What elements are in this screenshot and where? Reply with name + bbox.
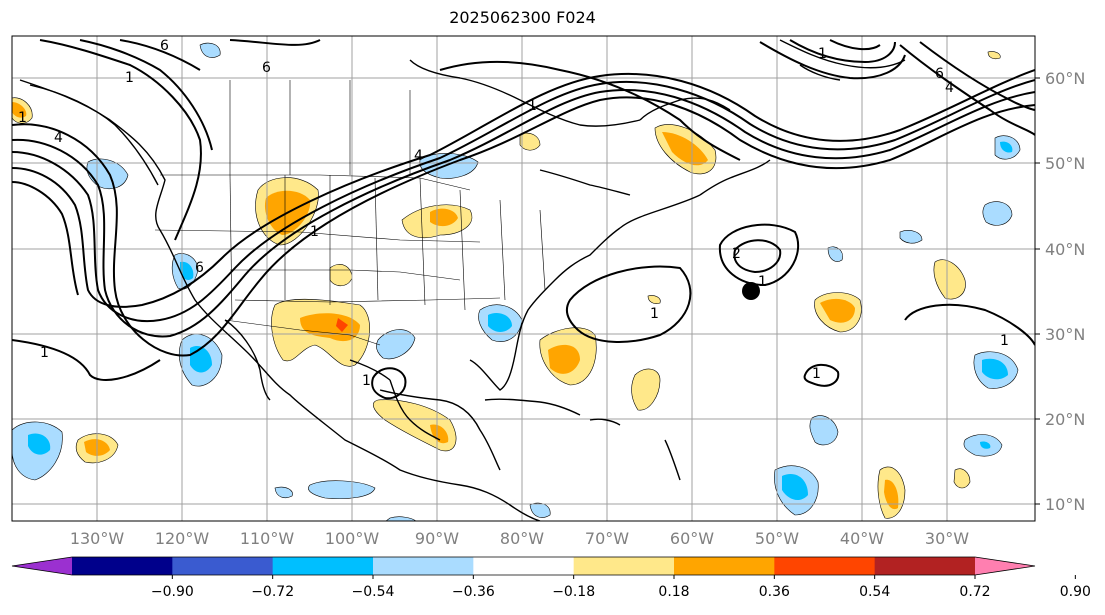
contour-label: 4 (945, 80, 954, 96)
map-frame (11, 35, 1036, 522)
contour-label: 1 (125, 70, 134, 86)
colorbar-tick-label: −0.18 (552, 584, 595, 600)
contour-label: 1 (362, 373, 371, 389)
contour-label: 6 (935, 66, 944, 82)
longitude-label: 130°W (70, 529, 125, 548)
longitude-label: 110°W (240, 529, 295, 548)
longitude-label: 90°W (415, 529, 459, 548)
contour-label: 1 (818, 46, 827, 62)
contour-label: 2 (732, 246, 741, 262)
longitude-label: 100°W (325, 529, 380, 548)
colorbar-tick-label: −0.54 (352, 584, 395, 600)
colorbar-extend-high (975, 557, 1035, 575)
colorbar-tick-label: 0.54 (859, 584, 890, 600)
colorbar-segment (172, 557, 274, 575)
contour-label-group: 6 6 1 1 4 4 1 1 1 6 4 6 1 1 1 1 2 1 1 (18, 38, 1009, 389)
latitude-label: 50°N (1045, 154, 1085, 173)
colorbar-segment (272, 557, 374, 575)
colorbar-tick-label: 0.72 (959, 584, 990, 600)
colorbar-segment (774, 557, 876, 575)
colorbar-tick-label: −0.90 (151, 584, 194, 600)
colorbar: −0.90 −0.72 −0.54 −0.36 −0.18 0.18 0.36 0.54 0.7… (11, 556, 1091, 600)
colorbar-tick-label: 0.90 (1060, 584, 1091, 600)
colorbar-extend-low (12, 557, 72, 575)
latitude-label: 20°N (1045, 410, 1085, 429)
longitude-label: 50°W (755, 529, 799, 548)
political-boundaries (154, 80, 546, 346)
storm-center-marker (742, 282, 760, 300)
contour-label: 4 (54, 130, 63, 146)
longitude-label: 40°W (840, 529, 884, 548)
longitude-label: 120°W (155, 529, 210, 548)
colorbar-outline (11, 556, 1036, 576)
colorbar-segment (373, 557, 474, 575)
latitude-label: 40°N (1045, 240, 1085, 259)
colorbar-segment (674, 557, 775, 575)
coastlines (19, 39, 906, 521)
contour-label: 1 (18, 110, 27, 126)
latitude-label: 30°N (1045, 325, 1085, 344)
contour-label: 1 (310, 224, 319, 240)
latitude-axis: 60°N 50°N 40°N 30°N 20°N 10°N (1035, 69, 1085, 514)
colorbar-segment (573, 557, 675, 575)
longitude-axis: 130°W 120°W 110°W 100°W 90°W 80°W 70°W 6… (70, 529, 969, 548)
contour-label: 6 (195, 260, 204, 276)
colorbar-tick-label: 0.36 (759, 584, 790, 600)
negative-anomaly-fill (12, 42, 1021, 521)
colorbar-segment (874, 557, 976, 575)
contour-label: 4 (414, 148, 423, 164)
map-title: 2025062300 F024 (449, 8, 596, 27)
contour-lines (12, 39, 1035, 400)
graticule (12, 36, 1035, 521)
colorbar-segment (72, 557, 173, 575)
colorbar-tick-label: −0.72 (251, 584, 294, 600)
contour-label: 1 (40, 345, 49, 361)
contour-label: 1 (1000, 333, 1009, 349)
latitude-label: 60°N (1045, 69, 1085, 88)
colorbar-tick-label: −0.36 (452, 584, 495, 600)
contour-label: 6 (262, 60, 271, 76)
contour-label: 1 (758, 274, 767, 290)
map-panel (12, 36, 1035, 521)
contour-label: 6 (160, 38, 169, 54)
longitude-label: 30°W (925, 529, 969, 548)
colorbar-tick-label: 0.18 (658, 584, 689, 600)
colorbar-segment (473, 557, 575, 575)
longitude-label: 80°W (500, 529, 544, 548)
contour-label: 1 (812, 366, 821, 382)
longitude-label: 70°W (585, 529, 629, 548)
contour-label: 1 (650, 306, 659, 322)
latitude-label: 10°N (1045, 495, 1085, 514)
longitude-label: 60°W (670, 529, 714, 548)
contour-label: 1 (528, 98, 537, 114)
